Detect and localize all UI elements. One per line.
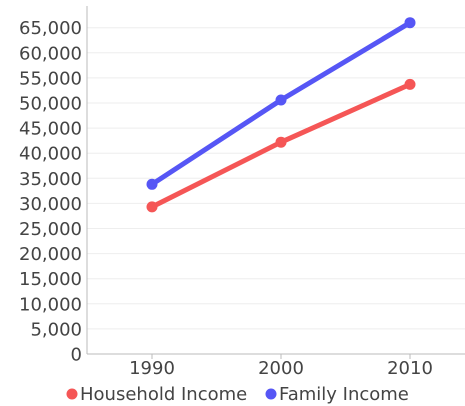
x-axis-ticks: 1990 2000 2010 [129, 354, 433, 379]
y-tick-label: 60,000 [19, 43, 82, 64]
y-tick-label: 20,000 [19, 244, 82, 265]
y-tick-label: 35,000 [19, 169, 82, 190]
gridlines [87, 27, 465, 330]
legend: Household Income Family Income [66, 384, 409, 405]
y-tick-label: 45,000 [19, 119, 82, 140]
y-tick-label: 25,000 [19, 219, 82, 240]
y-tick-label: 50,000 [19, 94, 82, 115]
y-tick-label: 40,000 [19, 144, 82, 165]
y-tick-label: 10,000 [19, 294, 82, 315]
data-point[interactable] [146, 201, 158, 213]
legend-marker [265, 388, 277, 400]
legend-label[interactable]: Family Income [279, 384, 409, 405]
x-tick-label: 2000 [258, 358, 304, 379]
y-tick-label: 15,000 [19, 269, 82, 290]
legend-marker [66, 388, 78, 400]
legend-label[interactable]: Household Income [80, 384, 247, 405]
y-axis-ticks: 0 5,000 10,000 15,000 20,000 25,000 30,000 35,0… [19, 18, 82, 365]
data-point[interactable] [275, 94, 287, 106]
y-tick-label: 55,000 [19, 68, 82, 89]
x-tick-label: 1990 [129, 358, 175, 379]
y-tick-label: 5,000 [30, 319, 82, 340]
x-tick-label: 2010 [387, 358, 433, 379]
data-point[interactable] [404, 78, 416, 90]
data-point[interactable] [275, 136, 287, 148]
series-layer [146, 17, 416, 213]
y-tick-label: 0 [71, 345, 82, 366]
y-tick-label: 30,000 [19, 194, 82, 215]
y-tick-label: 65,000 [19, 18, 82, 39]
data-point[interactable] [404, 17, 416, 29]
data-point[interactable] [146, 178, 158, 190]
